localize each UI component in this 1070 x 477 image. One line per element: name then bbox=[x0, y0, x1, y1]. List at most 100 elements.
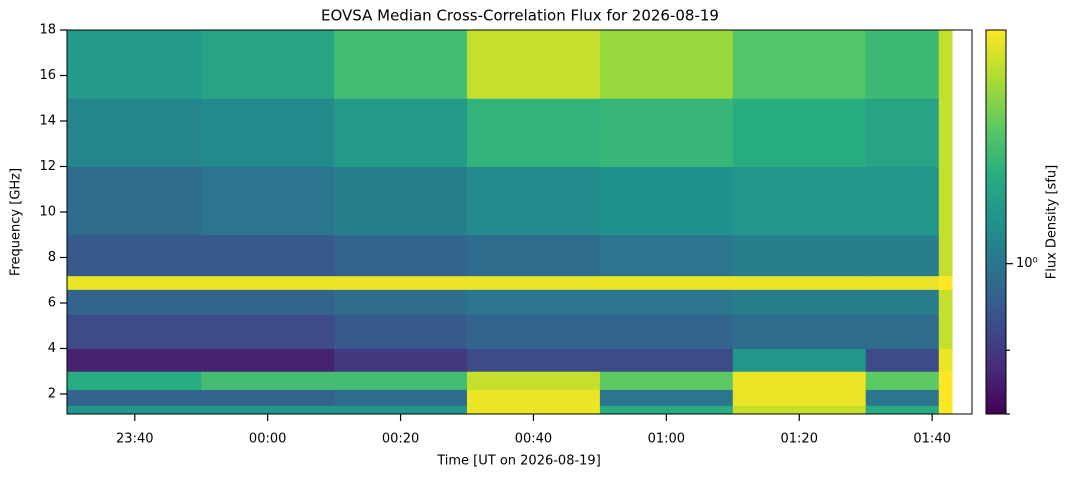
heatmap-cell bbox=[732, 289, 867, 315]
x-tick-label: 00:00 bbox=[249, 432, 286, 447]
x-tick-label: 00:20 bbox=[382, 432, 419, 447]
heatmap-cell bbox=[732, 405, 867, 415]
heatmap-cell bbox=[67, 348, 202, 372]
heatmap-cell bbox=[334, 348, 468, 372]
y-tick-label: 4 bbox=[48, 341, 56, 356]
heatmap-cell bbox=[467, 289, 601, 315]
heatmap-cell bbox=[201, 234, 335, 277]
heatmap-cell bbox=[599, 371, 734, 390]
heatmap-cell bbox=[865, 289, 940, 315]
heatmap-cell bbox=[201, 371, 335, 390]
heatmap-cell bbox=[201, 405, 335, 415]
y-tick-label: 10 bbox=[39, 204, 56, 219]
heatmap-cell bbox=[865, 405, 940, 415]
heatmap-cell bbox=[865, 389, 940, 406]
heatmap-cell bbox=[467, 234, 601, 277]
y-tick-label: 6 bbox=[48, 295, 56, 310]
heatmap-cell bbox=[334, 98, 468, 167]
heatmap-cell bbox=[865, 371, 940, 390]
x-tick-label: 01:40 bbox=[913, 432, 950, 447]
heatmap-cell bbox=[938, 348, 953, 372]
y-tick-label: 12 bbox=[39, 159, 56, 174]
heatmap-cell bbox=[732, 275, 867, 290]
y-tick-label: 18 bbox=[39, 23, 56, 38]
colorbar bbox=[985, 29, 1007, 415]
heatmap-cell bbox=[67, 275, 202, 290]
heatmap-cell bbox=[201, 289, 335, 315]
heatmap-cell bbox=[334, 405, 468, 415]
x-tick-label: 01:20 bbox=[781, 432, 818, 447]
heatmap-cell bbox=[938, 389, 953, 406]
heatmap-cell bbox=[732, 389, 867, 406]
heatmap-cell bbox=[938, 289, 953, 315]
heatmap-cell bbox=[334, 314, 468, 349]
heatmap-cell bbox=[201, 314, 335, 349]
heatmap-cell bbox=[732, 30, 867, 99]
chart-title: EOVSA Median Cross-Correlation Flux for … bbox=[321, 7, 719, 25]
heatmap-cell bbox=[732, 348, 867, 372]
heatmap-cell bbox=[334, 166, 468, 236]
heatmap-cell bbox=[334, 234, 468, 277]
heatmap-cell bbox=[201, 275, 335, 290]
heatmap-cell bbox=[67, 371, 202, 390]
heatmap-cell bbox=[67, 389, 202, 406]
y-tick-label: 16 bbox=[39, 68, 56, 83]
x-tick-label: 23:40 bbox=[116, 432, 153, 447]
heatmap-cell bbox=[334, 30, 468, 99]
heatmap-cell bbox=[67, 166, 202, 236]
heatmap-cell bbox=[201, 389, 335, 406]
heatmap-cell bbox=[938, 371, 953, 390]
heatmap-cell bbox=[467, 314, 601, 349]
heatmap-cell bbox=[67, 30, 202, 99]
heatmap-cell bbox=[865, 98, 940, 167]
heatmap-cell bbox=[732, 98, 867, 167]
y-tick-label: 8 bbox=[48, 250, 56, 265]
y-tick-label: 2 bbox=[48, 386, 56, 401]
x-tick-label: 00:40 bbox=[515, 432, 552, 447]
heatmap-cell bbox=[732, 166, 867, 236]
heatmap-cell bbox=[67, 289, 202, 315]
heatmap-cell bbox=[938, 275, 953, 290]
colorbar-tick-label: 10⁰ bbox=[1016, 256, 1038, 271]
heatmap-cell bbox=[67, 234, 202, 277]
heatmap-cell bbox=[67, 314, 202, 349]
heatmap-cell bbox=[938, 30, 953, 99]
heatmap-cell bbox=[865, 275, 940, 290]
heatmap-cell bbox=[467, 275, 601, 290]
heatmap-cell bbox=[201, 98, 335, 167]
heatmap-cell bbox=[865, 348, 940, 372]
heatmap-cell bbox=[467, 166, 601, 236]
heatmap-cell bbox=[201, 166, 335, 236]
heatmap-cell bbox=[599, 389, 734, 406]
heatmap-cell bbox=[599, 166, 734, 236]
heatmap-cell bbox=[599, 289, 734, 315]
heatmap-cell bbox=[865, 234, 940, 277]
heatmap-cell bbox=[67, 98, 202, 167]
heatmap-cell bbox=[599, 348, 734, 372]
x-tick-label: 01:00 bbox=[648, 432, 685, 447]
y-tick-label: 14 bbox=[39, 113, 56, 128]
heatmap-cell bbox=[334, 389, 468, 406]
heatmap-cell bbox=[865, 166, 940, 236]
heatmap-cell bbox=[732, 234, 867, 277]
heatmap-cell bbox=[467, 30, 601, 99]
heatmap-cell bbox=[938, 314, 953, 349]
heatmap-cell bbox=[865, 30, 940, 99]
heatmap-cell bbox=[467, 98, 601, 167]
heatmap-cell bbox=[938, 234, 953, 277]
heatmap-cell bbox=[865, 314, 940, 349]
heatmap-cell bbox=[599, 30, 734, 99]
heatmap-cell bbox=[201, 348, 335, 372]
heatmap-cell bbox=[467, 348, 601, 372]
heatmap-cell bbox=[938, 405, 953, 415]
heatmap-cell bbox=[467, 405, 601, 415]
heatmap-cell bbox=[732, 314, 867, 349]
heatmap-cell bbox=[467, 389, 601, 406]
heatmap-cell bbox=[467, 371, 601, 390]
heatmap-cell bbox=[201, 30, 335, 99]
heatmap-cell bbox=[334, 371, 468, 390]
heatmap-cell bbox=[599, 234, 734, 277]
heatmap-cell bbox=[334, 275, 468, 290]
heatmap-cell bbox=[599, 98, 734, 167]
